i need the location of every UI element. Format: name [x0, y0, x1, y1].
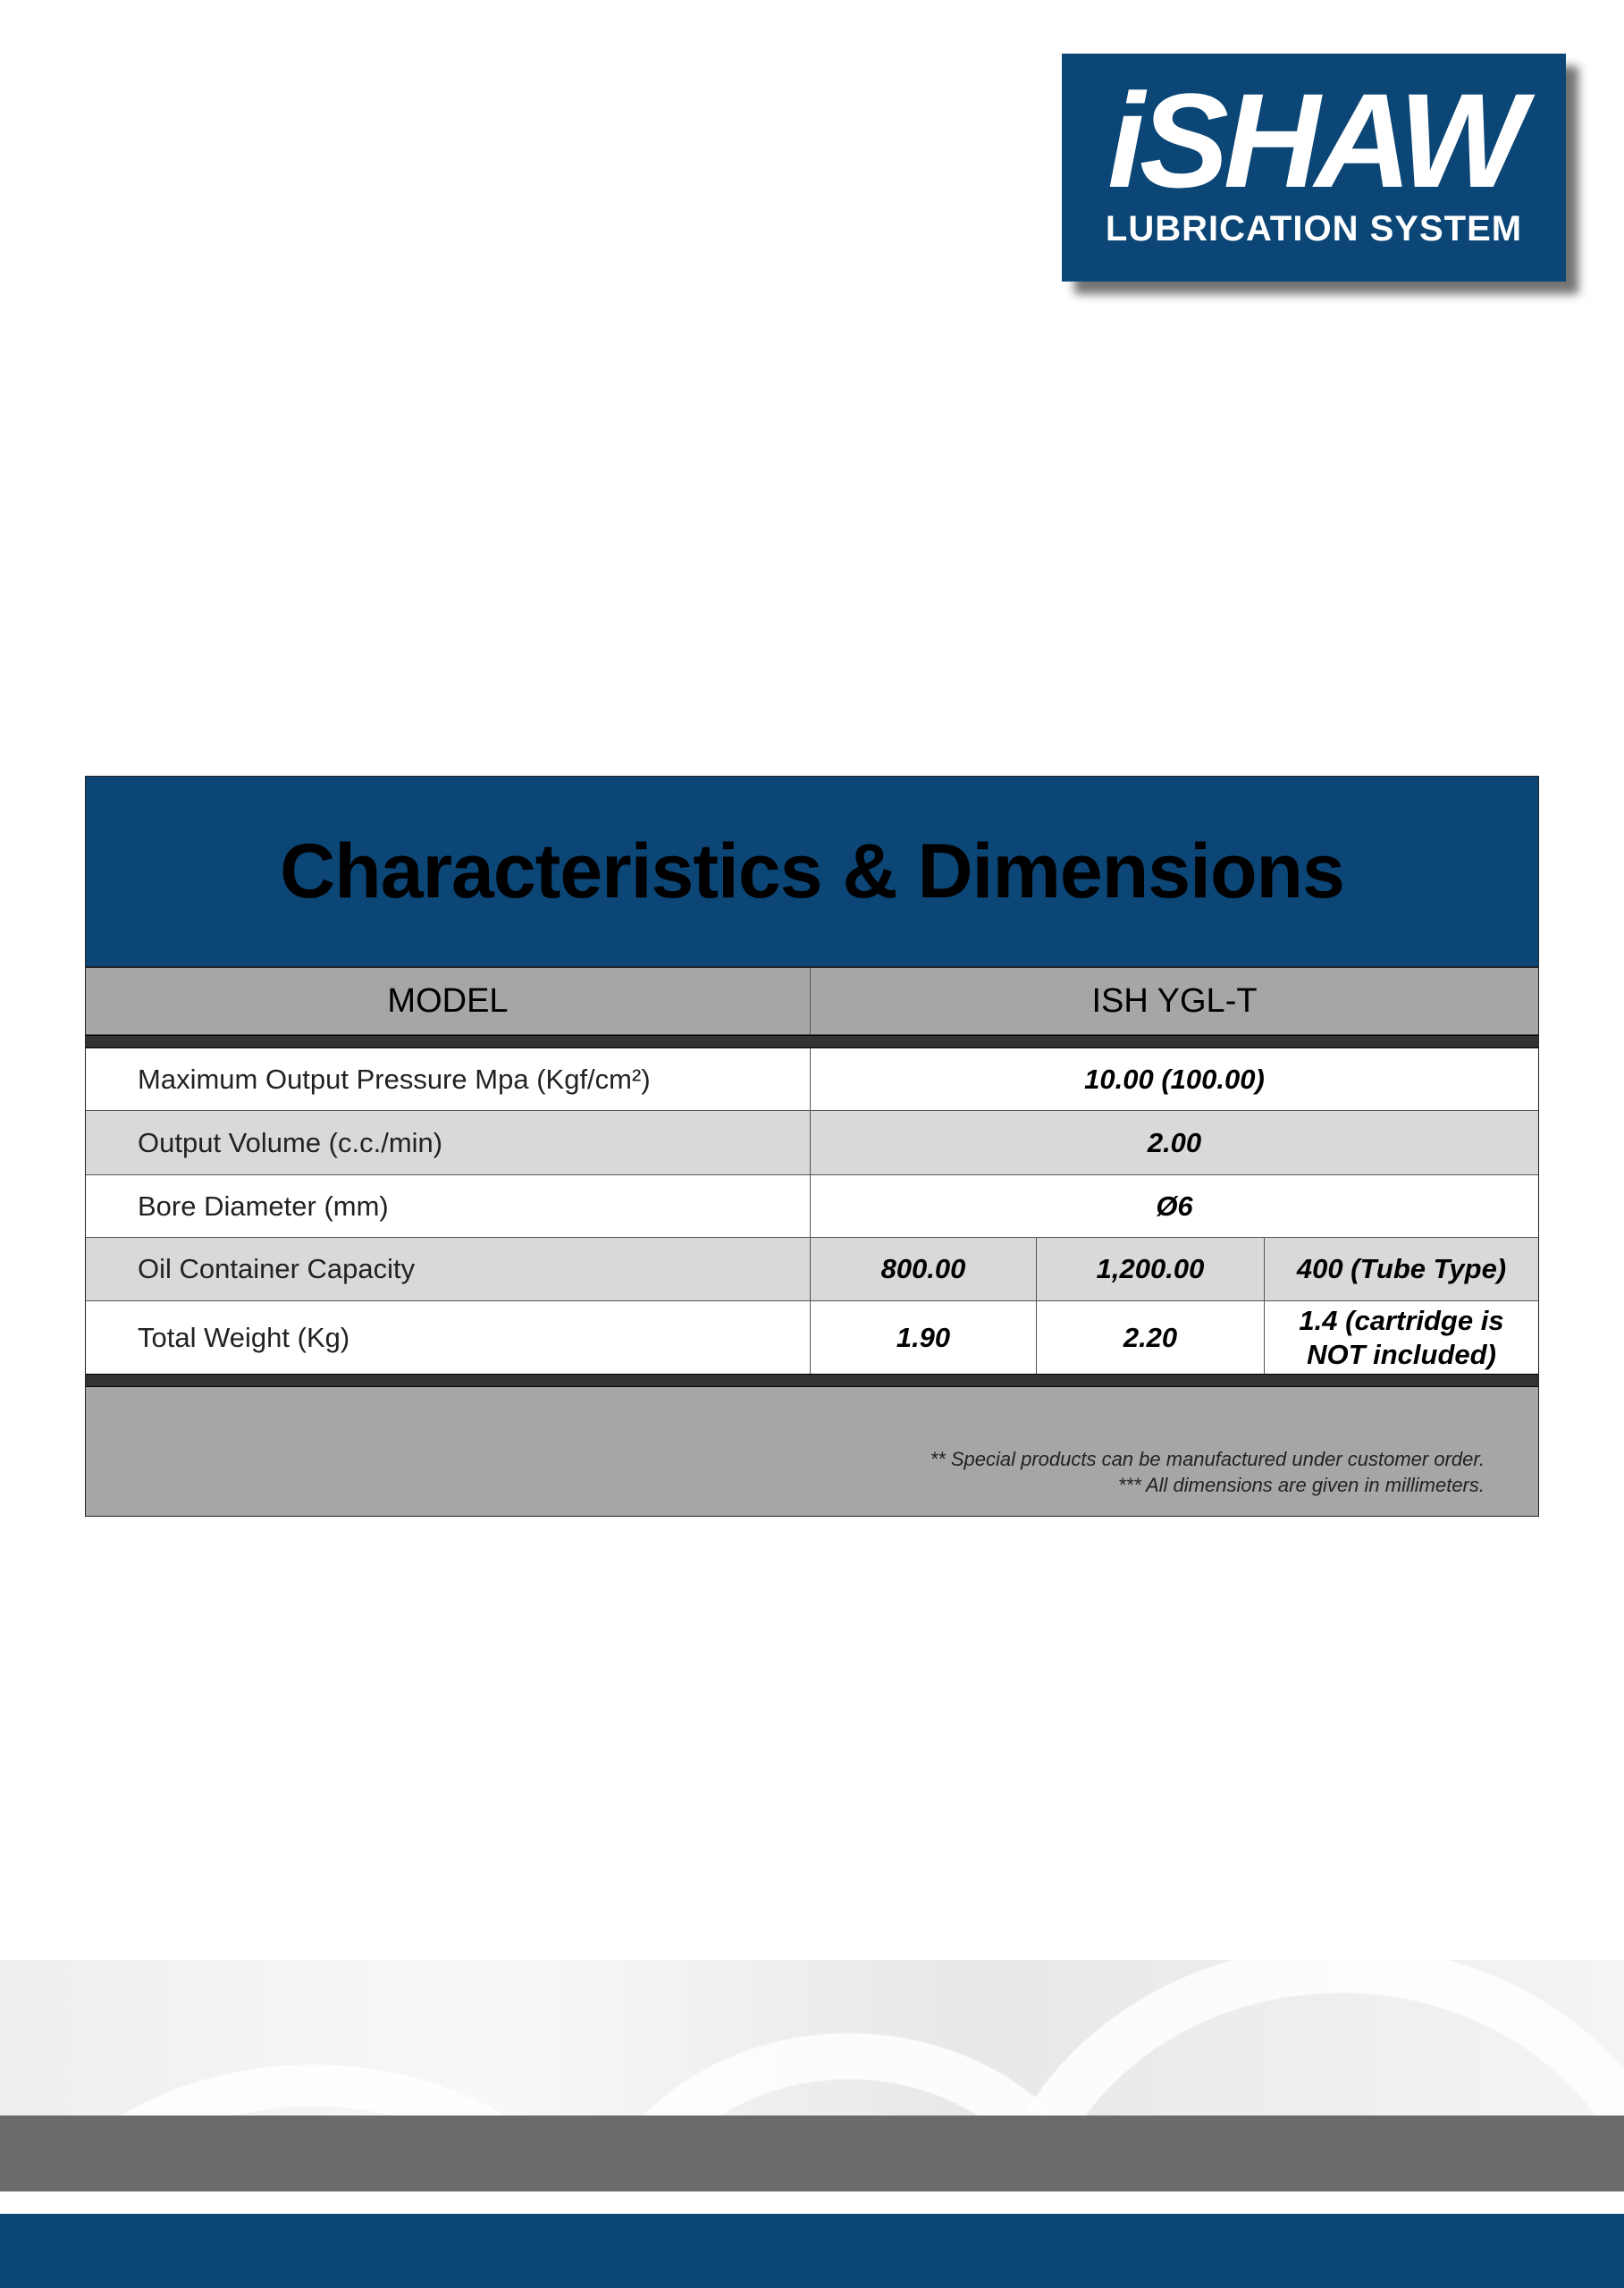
table-row: Bore Diameter (mm) Ø6	[86, 1175, 1538, 1238]
table-footer: ** Special products can be manufactured …	[86, 1387, 1538, 1516]
table-row: Maximum Output Pressure Mpa (Kgf/cm²) 10…	[86, 1048, 1538, 1111]
divider	[86, 1374, 1538, 1387]
row-value: 2.00	[1147, 1126, 1202, 1158]
row-label: Oil Container Capacity	[86, 1238, 811, 1300]
footnote: ** Special products can be manufactured …	[930, 1448, 1485, 1470]
row-value: 1,200.00	[1037, 1238, 1265, 1300]
footnote: *** All dimensions are given in millimet…	[1117, 1474, 1485, 1496]
footer-gray-band	[0, 2116, 1624, 2191]
row-value: 800.00	[811, 1238, 1037, 1300]
row-value: 400 (Tube Type)	[1296, 1253, 1507, 1284]
row-value: 2.20	[1037, 1301, 1265, 1374]
characteristics-table: Characteristics & Dimensions MODEL ISH Y…	[85, 776, 1539, 1517]
table-row: Total Weight (Kg) 1.90 2.20 1.4 (cartrid…	[86, 1301, 1538, 1374]
row-value: Ø6	[1156, 1190, 1193, 1222]
table-row: Oil Container Capacity 800.00 1,200.00 4…	[86, 1238, 1538, 1301]
divider	[86, 1035, 1538, 1048]
row-label: Total Weight (Kg)	[86, 1301, 811, 1374]
table-title: Characteristics & Dimensions	[86, 777, 1538, 968]
table-row: Output Volume (c.c./min) 2.00	[86, 1111, 1538, 1175]
footer-navy-band	[0, 2214, 1624, 2288]
table-header-row: MODEL ISH YGL-T	[86, 968, 1538, 1035]
ishaw-logo: iSHAW LUBRICATION SYSTEM	[1062, 54, 1566, 282]
header-model-value: ISH YGL-T	[1091, 982, 1258, 1020]
row-label: Maximum Output Pressure Mpa (Kgf/cm²)	[86, 1048, 811, 1110]
logo-brand: iSHAW	[1107, 65, 1526, 215]
decorative-background	[0, 1960, 1624, 2116]
header-model-label: MODEL	[86, 968, 811, 1034]
row-value: 1.4 (cartridge is NOT included)	[1299, 1304, 1504, 1370]
row-value: 10.00 (100.00)	[1084, 1063, 1265, 1095]
row-label: Output Volume (c.c./min)	[86, 1111, 811, 1174]
row-label: Bore Diameter (mm)	[86, 1175, 811, 1237]
logo-subtitle: LUBRICATION SYSTEM	[1105, 209, 1523, 248]
row-value: 1.90	[811, 1301, 1037, 1374]
